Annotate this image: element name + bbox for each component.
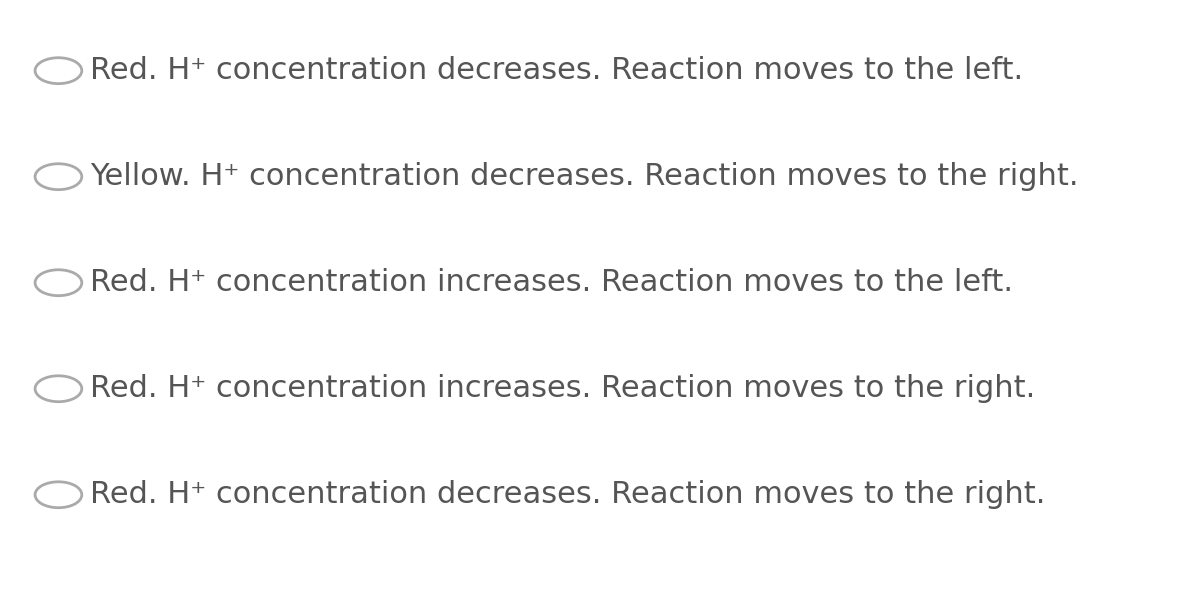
Text: Red. H⁺ concentration increases. Reaction moves to the left.: Red. H⁺ concentration increases. Reactio… — [90, 268, 1013, 297]
Text: Red. H⁺ concentration decreases. Reaction moves to the right.: Red. H⁺ concentration decreases. Reactio… — [90, 480, 1045, 509]
Text: Red. H⁺ concentration decreases. Reaction moves to the left.: Red. H⁺ concentration decreases. Reactio… — [90, 56, 1024, 85]
Text: Yellow. H⁺ concentration decreases. Reaction moves to the right.: Yellow. H⁺ concentration decreases. Reac… — [90, 162, 1079, 191]
Text: Red. H⁺ concentration increases. Reaction moves to the right.: Red. H⁺ concentration increases. Reactio… — [90, 374, 1036, 403]
